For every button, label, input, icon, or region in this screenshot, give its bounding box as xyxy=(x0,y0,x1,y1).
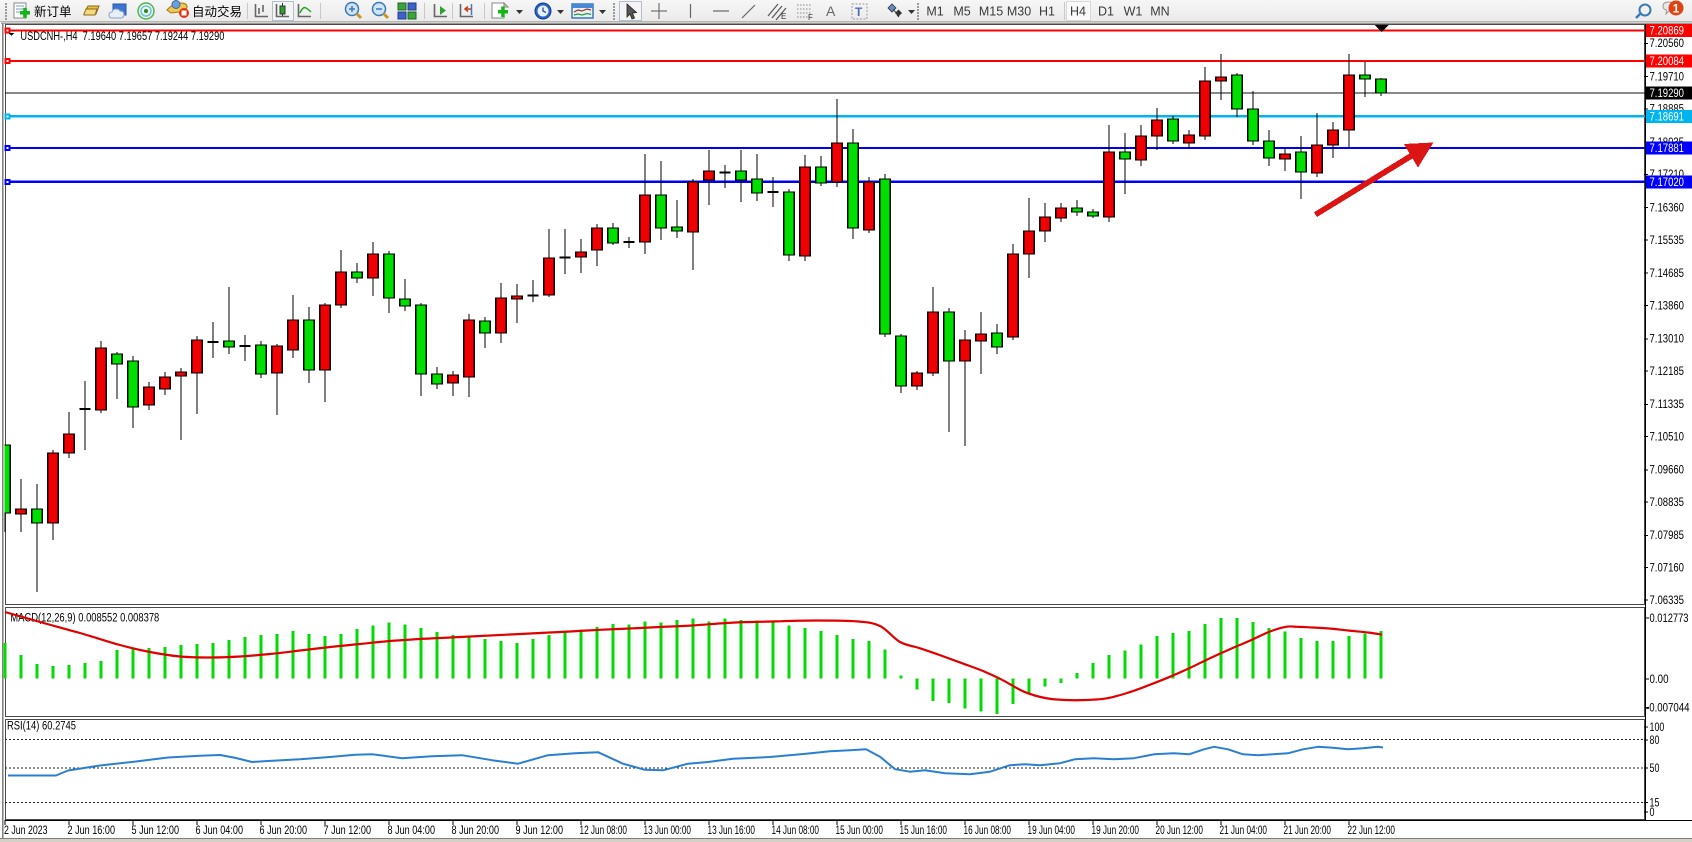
svg-text:7.07985: 7.07985 xyxy=(1650,530,1685,542)
svg-text:7.20084: 7.20084 xyxy=(1650,56,1685,68)
svg-text:7.20869: 7.20869 xyxy=(1650,25,1685,37)
svg-text:0.012773: 0.012773 xyxy=(1650,613,1689,625)
svg-text:0.00: 0.00 xyxy=(1650,674,1669,686)
svg-text:21 Jun 04:00: 21 Jun 04:00 xyxy=(1220,825,1268,837)
svg-text:新订单: 新订单 xyxy=(34,4,72,19)
svg-text:M5: M5 xyxy=(953,5,970,19)
svg-text:7.11335: 7.11335 xyxy=(1650,399,1685,411)
svg-text:8 Jun 20:00: 8 Jun 20:00 xyxy=(452,825,500,837)
svg-text:100: 100 xyxy=(1650,722,1665,734)
svg-text:16 Jun 08:00: 16 Jun 08:00 xyxy=(964,825,1012,837)
svg-text:E: E xyxy=(781,12,786,21)
svg-text:MN: MN xyxy=(1150,5,1169,19)
svg-text:13 Jun 00:00: 13 Jun 00:00 xyxy=(644,825,692,837)
svg-text:7.16360: 7.16360 xyxy=(1650,203,1685,215)
svg-text:7.20560: 7.20560 xyxy=(1650,38,1685,50)
svg-text:M30: M30 xyxy=(1007,5,1031,19)
svg-text:RSI(14) 60.2745: RSI(14) 60.2745 xyxy=(7,721,76,733)
svg-text:7.13010: 7.13010 xyxy=(1650,334,1685,346)
svg-text:15 Jun 00:00: 15 Jun 00:00 xyxy=(836,825,884,837)
svg-text:13 Jun 16:00: 13 Jun 16:00 xyxy=(708,825,756,837)
svg-text:7.19710: 7.19710 xyxy=(1650,71,1685,83)
svg-text:8 Jun 04:00: 8 Jun 04:00 xyxy=(388,825,436,837)
svg-text:F: F xyxy=(808,13,813,22)
svg-text:7.17881: 7.17881 xyxy=(1650,143,1685,155)
svg-text:80: 80 xyxy=(1650,735,1660,747)
svg-text:7.09660: 7.09660 xyxy=(1650,465,1685,477)
svg-text:15 Jun 16:00: 15 Jun 16:00 xyxy=(900,825,948,837)
svg-text:A: A xyxy=(826,3,836,19)
svg-text:1: 1 xyxy=(1673,2,1680,16)
svg-text:7.15535: 7.15535 xyxy=(1650,235,1685,247)
svg-text:T: T xyxy=(855,5,863,19)
svg-text:0: 0 xyxy=(1650,807,1655,819)
svg-text:2 Jun 16:00: 2 Jun 16:00 xyxy=(68,825,116,837)
svg-text:7.06335: 7.06335 xyxy=(1650,595,1685,607)
svg-text:14 Jun 08:00: 14 Jun 08:00 xyxy=(772,825,820,837)
svg-text:7.19290: 7.19290 xyxy=(1650,88,1685,100)
svg-text:15: 15 xyxy=(1650,797,1660,809)
svg-text:MACD(12,26,9) 0.008552 0.00837: MACD(12,26,9) 0.008552 0.008378 xyxy=(10,613,159,625)
svg-text:19 Jun 20:00: 19 Jun 20:00 xyxy=(1092,825,1140,837)
svg-text:7.14685: 7.14685 xyxy=(1650,268,1685,280)
svg-text:50: 50 xyxy=(1650,763,1660,775)
svg-text:21 Jun 20:00: 21 Jun 20:00 xyxy=(1284,825,1332,837)
svg-text:自动交易: 自动交易 xyxy=(192,4,242,19)
svg-text:7.13860: 7.13860 xyxy=(1650,300,1685,312)
svg-text:7.08835: 7.08835 xyxy=(1650,497,1685,509)
svg-text:M1: M1 xyxy=(926,5,943,19)
svg-text:7.17020: 7.17020 xyxy=(1650,177,1685,189)
svg-text:7.07160: 7.07160 xyxy=(1650,563,1685,575)
svg-text:-0.007044: -0.007044 xyxy=(1646,703,1690,715)
svg-text:2 Jun 2023: 2 Jun 2023 xyxy=(4,825,48,837)
svg-text:20 Jun 12:00: 20 Jun 12:00 xyxy=(1156,825,1204,837)
svg-text:6 Jun 04:00: 6 Jun 04:00 xyxy=(196,825,244,837)
svg-text:22 Jun 12:00: 22 Jun 12:00 xyxy=(1348,825,1396,837)
svg-text:5 Jun 12:00: 5 Jun 12:00 xyxy=(132,825,180,837)
svg-text:7.18691: 7.18691 xyxy=(1650,111,1685,123)
svg-text:M15: M15 xyxy=(979,5,1003,19)
svg-text:6 Jun 20:00: 6 Jun 20:00 xyxy=(260,825,308,837)
svg-text:12 Jun 08:00: 12 Jun 08:00 xyxy=(580,825,628,837)
svg-text:W1: W1 xyxy=(1124,5,1143,19)
svg-text:H4: H4 xyxy=(1070,5,1086,19)
svg-text:7.12185: 7.12185 xyxy=(1650,366,1685,378)
svg-text:D1: D1 xyxy=(1098,5,1114,19)
svg-text:19 Jun 04:00: 19 Jun 04:00 xyxy=(1028,825,1076,837)
svg-text:USDCNH-,H4 7.19640 7.19657 7.: USDCNH-,H4 7.19640 7.19657 7.19244 7.192… xyxy=(20,31,224,43)
svg-text:7 Jun 12:00: 7 Jun 12:00 xyxy=(324,825,372,837)
svg-text:7.10510: 7.10510 xyxy=(1650,431,1685,443)
svg-text:H1: H1 xyxy=(1039,5,1055,19)
svg-text:9 Jun 12:00: 9 Jun 12:00 xyxy=(516,825,564,837)
